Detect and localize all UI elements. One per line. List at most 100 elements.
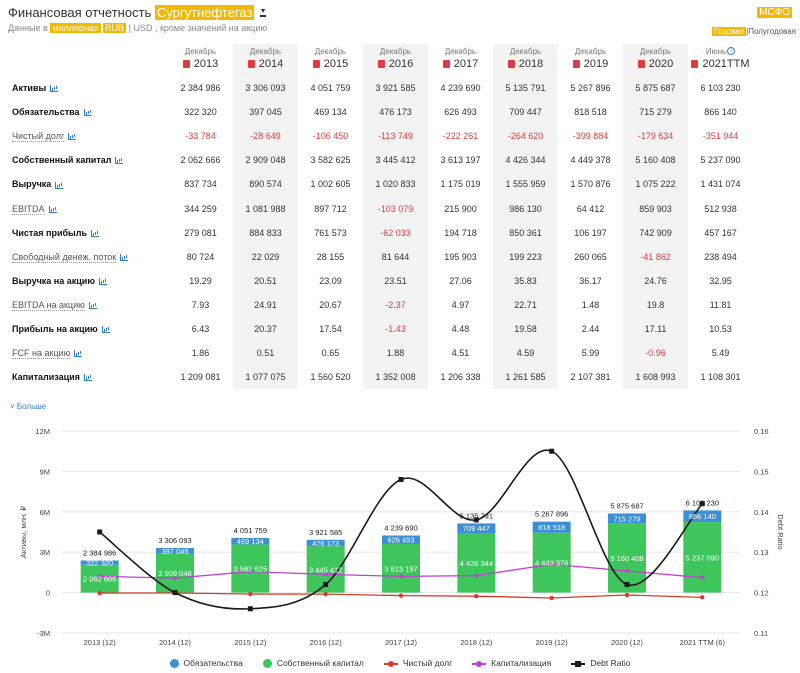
more-link[interactable]: ˅ Больше: [10, 402, 47, 411]
chart-icon[interactable]: [99, 277, 108, 285]
table-cell: 35.83: [493, 268, 558, 293]
units-selector[interactable]: миллионах: [50, 23, 101, 33]
column-header[interactable]: Декабрь 2014: [233, 44, 298, 76]
chart-icon[interactable]: [115, 157, 124, 165]
download-icon[interactable]: [260, 9, 267, 17]
chart-icon[interactable]: [83, 374, 92, 382]
row-label[interactable]: Свободный денеж. поток: [6, 245, 168, 269]
legend-item[interactable]: Собственный капитал: [262, 658, 364, 669]
row-label-text: Капитализация: [12, 372, 80, 383]
table-cell: -41 862: [623, 244, 688, 269]
row-label[interactable]: Капитализация: [6, 365, 168, 389]
legend-item[interactable]: Debt Ratio: [571, 658, 630, 668]
table-cell: 199 223: [493, 244, 558, 269]
table-cell: 27.06: [449, 275, 472, 286]
chart-icon[interactable]: [101, 326, 110, 334]
chart-icon[interactable]: [83, 109, 92, 117]
row-label[interactable]: Чистая прибыль: [6, 221, 168, 245]
row-label[interactable]: Собственный капитал: [6, 148, 168, 172]
row-label[interactable]: Чистый долг: [6, 124, 168, 148]
table-cell: 5.49: [711, 348, 730, 359]
table-cell: -106 450: [312, 131, 349, 142]
row-label[interactable]: EBITDA на акцию: [6, 293, 168, 317]
pdf-icon[interactable]: [691, 60, 699, 69]
row-label-text: Активы: [12, 83, 47, 94]
table-cell: 1 608 993: [623, 365, 688, 390]
pdf-icon[interactable]: [442, 60, 450, 69]
company-name[interactable]: Сургутнефтегаз: [154, 5, 255, 20]
legend-item[interactable]: Чистый долг: [383, 658, 452, 668]
chart-icon[interactable]: [88, 302, 97, 310]
column-month-text: Декабрь: [574, 47, 607, 56]
period-semiannual[interactable]: Полугодовая: [748, 27, 796, 36]
currency-usd[interactable]: USD: [133, 23, 153, 33]
table-cell: 3 921 585: [363, 76, 428, 101]
table-cell: 1 020 833: [363, 172, 428, 197]
pdf-icon[interactable]: [507, 60, 515, 69]
column-header[interactable]: Декабрь 2015: [298, 44, 363, 76]
row-label-text: Чистый долг: [12, 131, 65, 143]
column-header[interactable]: Декабрь 2019: [558, 44, 623, 76]
table-cell: 4.97: [451, 299, 470, 310]
table-cell: 626 493: [444, 107, 477, 118]
column-header[interactable]: Декабрь 2018: [493, 44, 558, 76]
column-header[interactable]: Декабрь 2016: [363, 44, 428, 76]
pdf-icon[interactable]: [182, 60, 190, 69]
equity-bar: [382, 543, 420, 593]
x-tick-label: 2013 (12): [84, 638, 117, 647]
column-month: Декабрь: [168, 47, 233, 56]
table-cell: 4 449 378: [570, 155, 611, 166]
capitalization-line-point: [173, 576, 177, 581]
chart-icon[interactable]: [48, 205, 57, 213]
table-cell: 28 155: [316, 251, 345, 262]
chart-icon[interactable]: [74, 350, 83, 358]
column-year: 2016: [363, 58, 428, 70]
legend-item[interactable]: Капитализация: [472, 658, 551, 668]
table-cell: 818 518: [574, 107, 607, 118]
currency-rub[interactable]: RUB: [103, 23, 127, 33]
period-annual[interactable]: Годовая: [712, 27, 747, 36]
row-label-text: Собственный капитал: [12, 155, 112, 166]
column-month-text: Декабрь: [639, 47, 672, 56]
table-cell: 344 259: [184, 203, 217, 214]
table-cell: 742 909: [623, 220, 688, 245]
column-header[interactable]: Декабрь 2017: [428, 44, 493, 76]
row-label[interactable]: FCF на акцию: [6, 341, 168, 365]
pdf-icon[interactable]: [377, 60, 385, 69]
row-label[interactable]: Обязательства: [6, 100, 168, 124]
column-header[interactable]: Декабрь 2013: [168, 44, 233, 76]
table-row: EBITDA 344 259 1 081 988 897 712 -103 079 215…: [6, 196, 753, 221]
standard-ifrs[interactable]: МСФО: [757, 7, 792, 18]
legend-item[interactable]: Обязательства: [169, 658, 243, 669]
row-label[interactable]: EBITDA: [6, 196, 168, 220]
row-label-text: EBITDA на акцию: [12, 299, 85, 311]
chart-icon[interactable]: [55, 181, 64, 189]
pdf-icon[interactable]: [637, 60, 645, 69]
units-prefix: Данные в: [8, 23, 48, 33]
debt-ratio-line: [99, 449, 703, 610]
row-label[interactable]: Выручка на акцию: [6, 269, 168, 293]
table-cell: 1 077 075: [233, 365, 298, 390]
chart-icon[interactable]: [91, 229, 99, 237]
row-label[interactable]: Прибыль на акцию: [6, 317, 168, 341]
column-header[interactable]: Июнь i 2021TTM: [688, 44, 753, 76]
equity-label: 5 237 090: [686, 553, 719, 562]
liabilities-bar: [532, 521, 571, 533]
info-icon[interactable]: i: [727, 47, 736, 55]
pdf-icon[interactable]: [572, 60, 580, 69]
chart-icon[interactable]: [50, 85, 59, 93]
table-cell: 24.76: [623, 268, 688, 293]
column-header[interactable]: Декабрь 2020: [623, 44, 688, 76]
debt-ratio-point: [624, 582, 630, 588]
total-label: 5 875 687: [610, 501, 643, 510]
chart-icon[interactable]: [120, 253, 129, 261]
capitalization-line-point: [625, 568, 629, 573]
chart-icon[interactable]: [68, 133, 77, 141]
row-label[interactable]: Активы: [6, 76, 168, 100]
pdf-icon[interactable]: [312, 60, 320, 69]
net-debt-line-point: [97, 590, 102, 596]
row-label[interactable]: Выручка: [6, 172, 168, 196]
capitalization-line-point: [97, 574, 102, 579]
table-cell: 1 002 605: [310, 179, 351, 190]
pdf-icon[interactable]: [247, 60, 255, 69]
